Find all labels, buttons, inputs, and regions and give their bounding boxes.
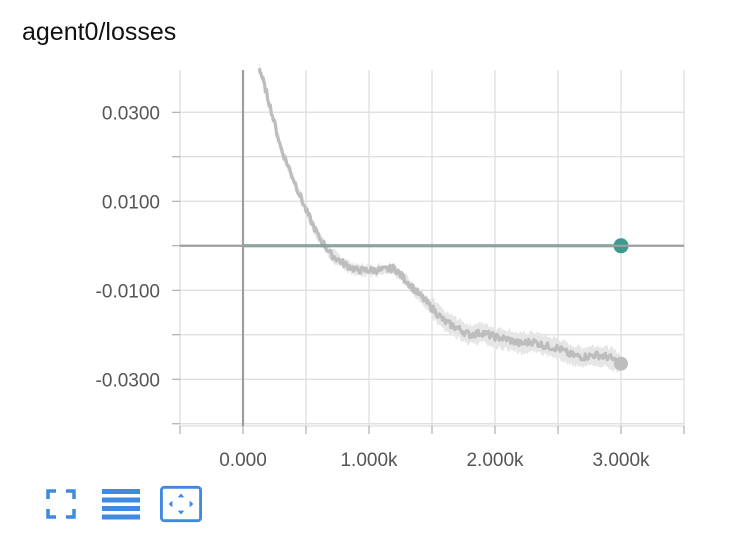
line-chart[interactable]: 0.0300 0.0100 -0.0100 -0.0300 0.000 1.000k 2.0… bbox=[0, 0, 730, 480]
fullscreen-icon bbox=[46, 489, 76, 519]
tick-labels: 0.0300 0.0100 -0.0100 -0.0300 0.000 1.000k 2.0… bbox=[96, 103, 650, 471]
y-tick-label: -0.0100 bbox=[96, 281, 160, 302]
y-tick-label: -0.0300 bbox=[96, 370, 160, 391]
grid bbox=[179, 70, 685, 426]
fit-domain-icon bbox=[160, 485, 202, 523]
chart-toolbar bbox=[40, 484, 220, 524]
x-tick-label: 3.000k bbox=[592, 450, 650, 471]
toggle-data-button[interactable] bbox=[100, 485, 142, 523]
series-lines bbox=[243, 67, 629, 371]
x-tick-label: 1.000k bbox=[340, 450, 398, 471]
gray-series-line bbox=[257, 67, 623, 366]
fit-domain-button[interactable] bbox=[160, 485, 202, 523]
x-tick-label: 0.000 bbox=[219, 450, 267, 471]
x-tick-label: 2.000k bbox=[466, 450, 524, 471]
y-tick-label: 0.0100 bbox=[102, 192, 160, 213]
axes bbox=[172, 70, 685, 434]
gray-series-band bbox=[259, 62, 621, 375]
fullscreen-button[interactable] bbox=[40, 485, 82, 523]
series-band bbox=[259, 62, 621, 375]
y-tick-label: 0.0300 bbox=[102, 103, 160, 124]
list-lines-icon bbox=[102, 489, 140, 520]
chart-title: agent0/losses bbox=[22, 18, 177, 46]
gray-series-endpoint bbox=[614, 356, 628, 371]
